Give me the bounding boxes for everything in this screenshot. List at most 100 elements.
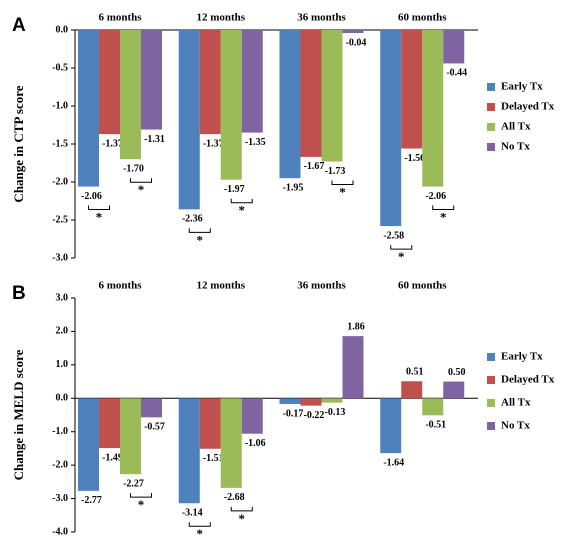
significance-mark: * <box>197 526 204 541</box>
significance-bracket <box>188 522 211 527</box>
bar <box>78 30 99 187</box>
value-label: -1.35 <box>245 137 266 148</box>
value-label: -1.56 <box>404 153 425 164</box>
value-label: -0.04 <box>346 37 367 48</box>
panel-label: A <box>12 15 26 36</box>
bar <box>279 398 301 404</box>
bar <box>300 30 322 157</box>
category-label: 60 months <box>398 280 447 292</box>
value-label: -1.64 <box>383 457 404 468</box>
legend-swatch <box>487 103 495 111</box>
value-label: -1.67 <box>304 161 325 172</box>
bar <box>199 30 221 135</box>
value-label: -0.13 <box>325 407 346 418</box>
y-tick-label: -2.0 <box>52 176 68 187</box>
bar <box>241 398 263 434</box>
category-label: 6 months <box>98 12 142 24</box>
bar <box>178 30 200 210</box>
legend-label: All Tx <box>501 121 531 133</box>
bar <box>443 381 465 399</box>
value-label: -0.17 <box>283 408 304 419</box>
bar <box>342 30 364 34</box>
value-label: -1.37 <box>203 138 224 149</box>
bar <box>342 336 364 399</box>
significance-bracket <box>432 205 455 211</box>
bar <box>178 398 200 504</box>
legend-label: Delayed Tx <box>501 374 555 386</box>
bar <box>220 30 242 180</box>
category-label: 36 months <box>297 280 346 292</box>
value-label: 0.50 <box>448 367 466 378</box>
panel-label: B <box>12 283 26 304</box>
y-tick-label: -1.5 <box>52 138 68 149</box>
value-label: -1.49 <box>102 452 123 463</box>
bar <box>99 398 120 449</box>
value-label: -0.51 <box>425 420 446 431</box>
value-label: -2.27 <box>123 478 144 489</box>
category-label: 60 months <box>398 12 447 24</box>
value-label: -2.06 <box>81 191 102 202</box>
significance-bracket <box>188 228 211 233</box>
value-label: -1.31 <box>144 134 165 145</box>
bar <box>300 398 322 406</box>
bar <box>443 30 465 64</box>
bar <box>380 30 402 227</box>
category-label: 36 months <box>297 12 346 24</box>
significance-mark: * <box>197 232 204 247</box>
significance-bracket <box>331 180 354 185</box>
bar <box>141 398 162 418</box>
value-label: -0.22 <box>304 410 325 421</box>
value-label: -1.51 <box>203 453 224 464</box>
significance-mark: * <box>138 497 145 512</box>
bar <box>321 398 343 403</box>
significance-bracket <box>130 493 152 498</box>
bar <box>401 30 423 149</box>
legend-swatch <box>487 399 495 407</box>
value-label: -2.36 <box>182 214 203 225</box>
bar <box>321 30 343 162</box>
value-label: -1.70 <box>123 163 144 174</box>
legend-label: Delayed Tx <box>501 101 555 113</box>
value-label: -1.97 <box>224 184 245 195</box>
legend-label: All Tx <box>501 397 531 409</box>
y-tick-label: -2.5 <box>52 214 68 225</box>
value-label: -0.44 <box>446 68 467 79</box>
bar <box>120 30 141 160</box>
legend-swatch <box>487 376 495 384</box>
y-tick-label: -1.0 <box>52 100 68 111</box>
value-label: -2.06 <box>425 191 446 202</box>
bar <box>99 30 120 135</box>
legend-label: No Tx <box>501 141 530 153</box>
significance-mark: * <box>440 210 447 225</box>
value-label: -1.95 <box>283 182 304 193</box>
legend-swatch <box>487 83 495 91</box>
category-label: 12 months <box>196 280 245 292</box>
legend-swatch <box>487 123 495 131</box>
significance-bracket <box>230 198 253 204</box>
y-tick-label: 0.0 <box>56 24 69 35</box>
y-tick-label: -1.0 <box>52 426 68 437</box>
significance-mark: * <box>239 203 246 218</box>
y-tick-label: -0.5 <box>52 62 68 73</box>
significance-mark: * <box>339 184 346 199</box>
bar <box>120 398 141 475</box>
y-tick-label: -2.0 <box>52 459 68 470</box>
y-axis-label: Change in MELD score <box>11 349 26 480</box>
bar <box>220 398 242 488</box>
y-tick-label: -3.0 <box>52 493 68 504</box>
category-label: 6 months <box>98 280 142 292</box>
y-tick-label: 1.0 <box>56 359 69 370</box>
bar <box>78 398 99 491</box>
significance-mark: * <box>138 182 145 197</box>
significance-bracket <box>130 178 152 183</box>
bar <box>279 30 301 179</box>
bar <box>401 381 423 399</box>
significance-mark: * <box>398 249 405 264</box>
category-label: 12 months <box>196 12 245 24</box>
legend-label: Early Tx <box>501 351 543 363</box>
bar <box>199 398 221 449</box>
bar <box>422 30 444 187</box>
bar <box>380 398 402 454</box>
significance-bracket <box>230 506 253 512</box>
